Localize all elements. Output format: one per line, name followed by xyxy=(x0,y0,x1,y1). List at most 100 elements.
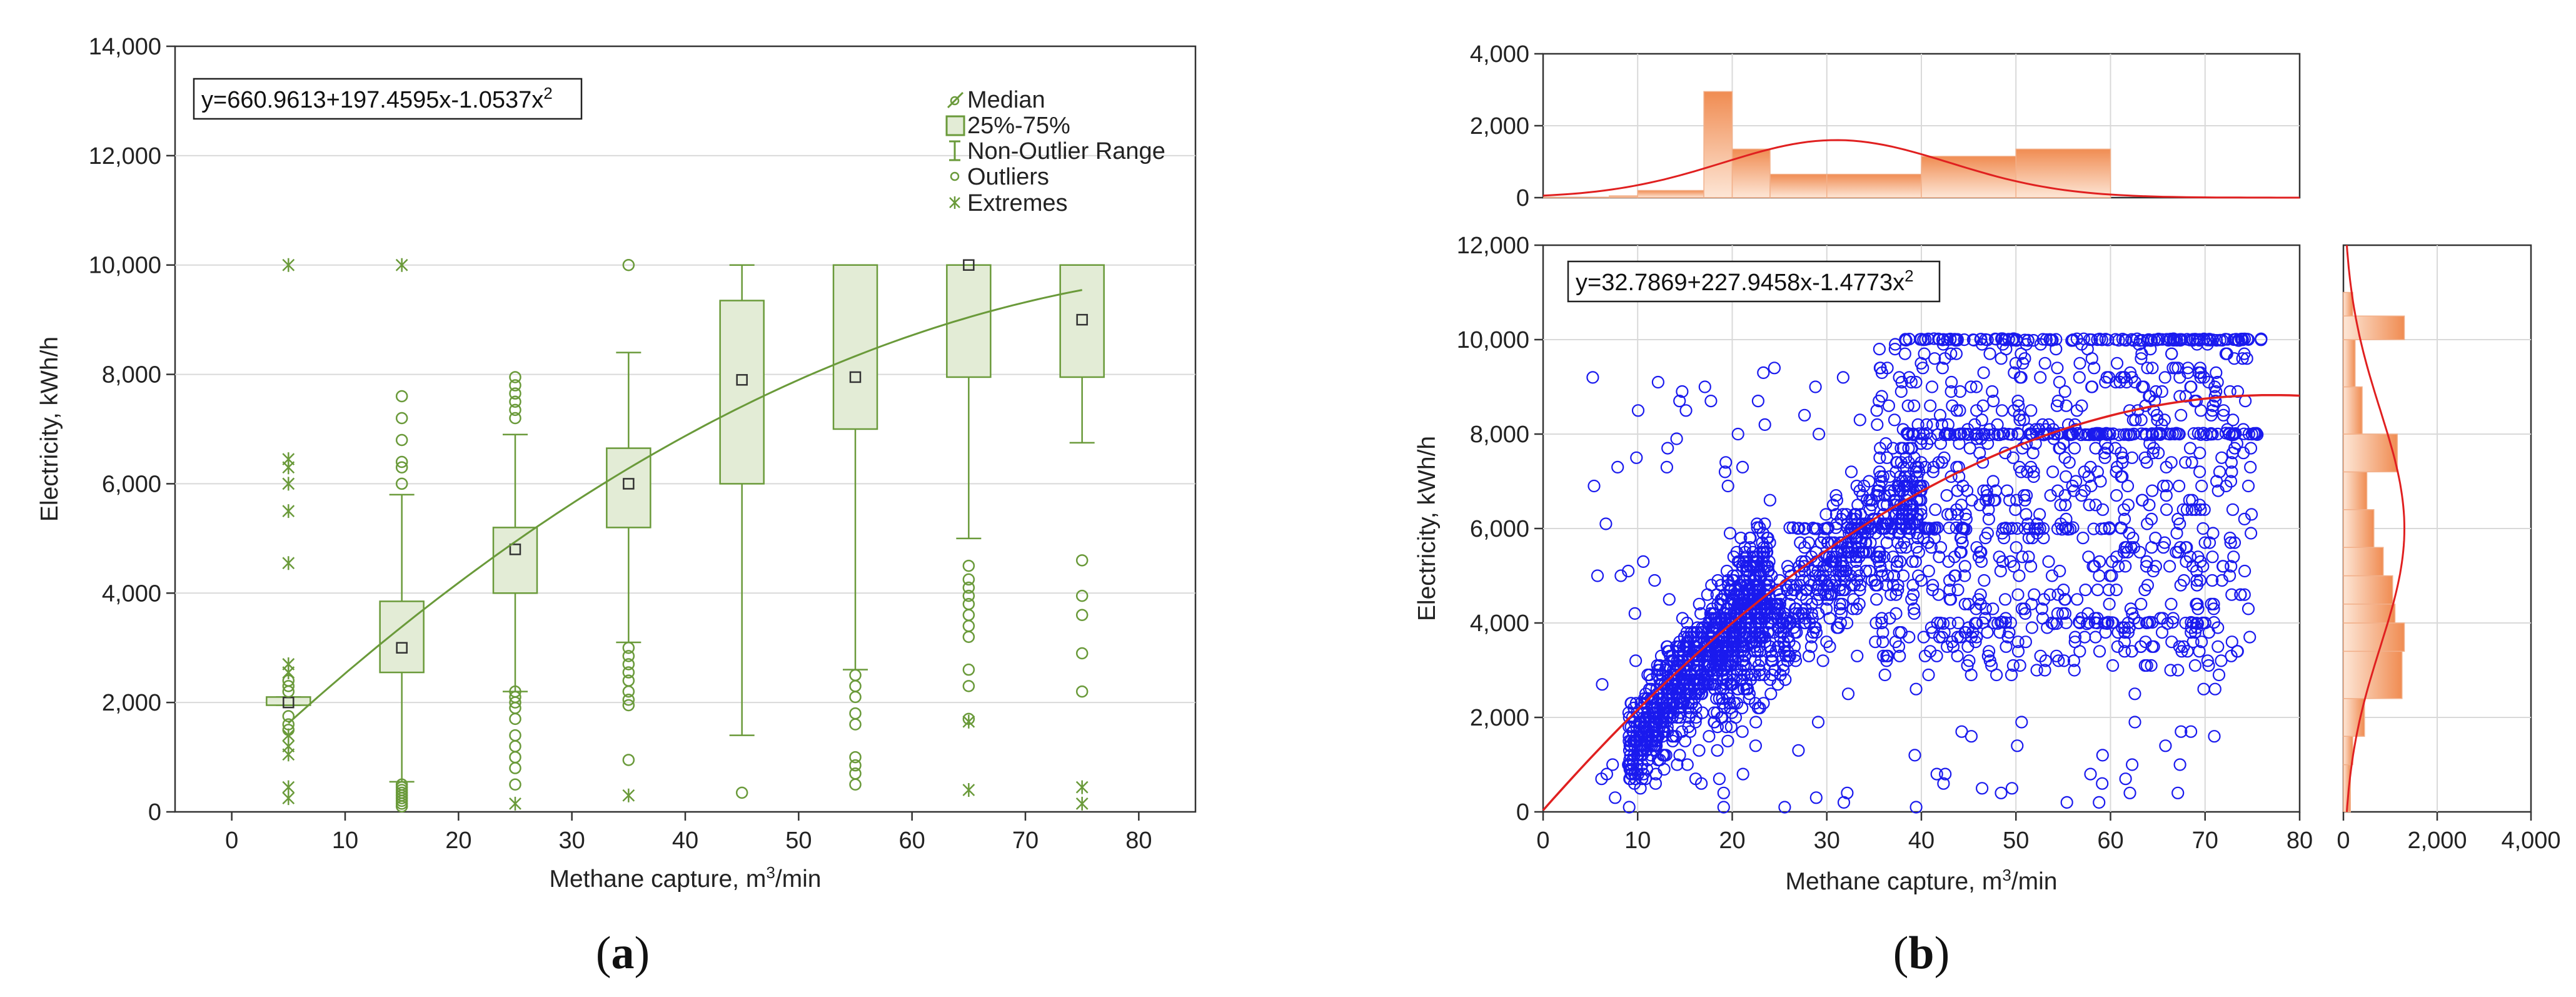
scatter-point xyxy=(1888,498,1901,512)
scatter-point xyxy=(2160,503,2173,516)
scatter-point xyxy=(1715,593,1728,606)
scatter-point xyxy=(2064,522,2077,535)
scatter-point xyxy=(1681,616,1694,630)
scatter-point xyxy=(2011,645,2025,658)
scatter-point xyxy=(1874,442,1887,455)
scatter-point xyxy=(1888,413,1901,427)
scatter-point xyxy=(2126,758,2139,771)
scatter-point xyxy=(2225,588,2238,601)
scatter-point xyxy=(2060,399,2073,412)
scatter-point xyxy=(2018,352,2031,365)
scatter-point xyxy=(1700,649,1713,662)
scatter-point xyxy=(1736,654,1749,667)
scatter-point xyxy=(2110,465,2123,478)
scatter-point xyxy=(1819,508,1833,521)
outlier-point xyxy=(735,786,748,799)
scatter-point xyxy=(2005,782,2018,795)
outlier-point xyxy=(395,412,408,425)
scatter-point xyxy=(1811,716,1825,729)
x-tick-label: 2,000 xyxy=(2407,827,2467,854)
scatter-point xyxy=(2119,772,2132,786)
scatter-point xyxy=(2243,630,2257,644)
scatter-point xyxy=(2093,569,2106,582)
scatter-point xyxy=(2202,659,2215,672)
scatter-point xyxy=(2126,531,2140,545)
scatter-point xyxy=(1999,616,2012,629)
scatter-point xyxy=(2159,739,2172,752)
outlier-point xyxy=(395,477,408,490)
scatter-point xyxy=(1997,427,2011,440)
top-hist-bar xyxy=(1637,190,1704,198)
scatter-point xyxy=(1630,451,1643,464)
extreme-point xyxy=(962,783,975,797)
scatter-point xyxy=(1783,616,1796,630)
scatter-point xyxy=(2204,428,2217,441)
scatter-point xyxy=(1884,588,1898,601)
scatter-point xyxy=(1688,640,1701,653)
right-hist-normal-curve xyxy=(2346,245,2406,812)
scatter-point xyxy=(2013,460,2026,474)
scatter-point xyxy=(2035,602,2048,615)
scatter-point xyxy=(2013,659,2026,672)
scatter-point xyxy=(1859,536,1873,549)
scatter-point xyxy=(1666,682,1679,696)
scatter-point xyxy=(1907,428,1920,442)
top-hist-y-ticks: 0 2,000 4,000 xyxy=(1470,41,1543,211)
x-tick-label: 60 xyxy=(899,827,925,854)
scatter-point xyxy=(1937,777,1950,790)
scatter-point xyxy=(1808,621,1821,634)
scatter-point xyxy=(1987,394,2000,408)
extreme-point xyxy=(962,714,975,729)
scatter-point xyxy=(1872,545,1886,559)
scatter-point xyxy=(2160,488,2173,502)
scatter-point xyxy=(1841,521,1854,534)
scatter-point xyxy=(2123,428,2136,442)
scatter-point xyxy=(2229,427,2242,440)
chart-b-equation: y=32.7869+227.9458x-1.4773x2 xyxy=(1567,260,1941,303)
scatter-point xyxy=(1958,569,1971,582)
scatter-point xyxy=(2000,640,2013,653)
scatter-point xyxy=(1910,541,1923,554)
scatter-point xyxy=(2211,484,2225,497)
outlier-point xyxy=(509,685,521,698)
scatter-point xyxy=(2093,645,2106,658)
scatter-point xyxy=(2191,602,2205,615)
scatter-point xyxy=(2051,362,2064,375)
chart-b: 0 2,000 4,000 0 2,000 4,000 6,000 8,000 10,000 1… xyxy=(1414,41,2561,979)
scatter-point xyxy=(2013,408,2026,422)
scatter-point xyxy=(1628,739,1641,752)
scatter-point xyxy=(2198,536,2211,549)
scatter-point xyxy=(1875,569,1889,582)
scatter-point xyxy=(2226,413,2240,427)
scatter-point xyxy=(1719,456,1733,469)
scatter-point xyxy=(2249,427,2262,440)
scatter-point xyxy=(2101,617,2114,630)
y-tick-label: 12,000 xyxy=(89,143,161,170)
box-45 xyxy=(719,264,765,799)
scatter-point xyxy=(2150,385,2163,398)
scatter-point xyxy=(1821,536,1834,549)
scatter-point xyxy=(1655,716,1668,729)
scatter-point xyxy=(1873,451,1886,464)
scatter-point xyxy=(2212,668,2226,682)
scatter-point xyxy=(1792,744,1805,757)
scatter-point xyxy=(1798,522,1811,535)
outlier-point xyxy=(622,666,635,679)
scatter-point xyxy=(2056,523,2069,536)
scatter-point xyxy=(1724,720,1738,734)
scatter-point xyxy=(1886,550,1899,564)
scatter-point xyxy=(2039,654,2052,667)
scatter-point xyxy=(2169,362,2182,375)
scatter-point xyxy=(2028,588,2041,601)
scatter-point xyxy=(2046,465,2060,478)
scatter-point xyxy=(1945,470,1958,483)
scatter-point xyxy=(1899,333,1912,347)
scatter-point xyxy=(1834,560,1848,573)
scatter-point xyxy=(1918,649,1931,662)
scatter-point xyxy=(1754,630,1768,644)
x-tick-label: 20 xyxy=(445,827,471,854)
scatter-point xyxy=(2030,428,2043,441)
scatter-point xyxy=(2076,531,2090,545)
scatter-point xyxy=(1676,385,1689,398)
scatter-point xyxy=(2158,371,2171,384)
